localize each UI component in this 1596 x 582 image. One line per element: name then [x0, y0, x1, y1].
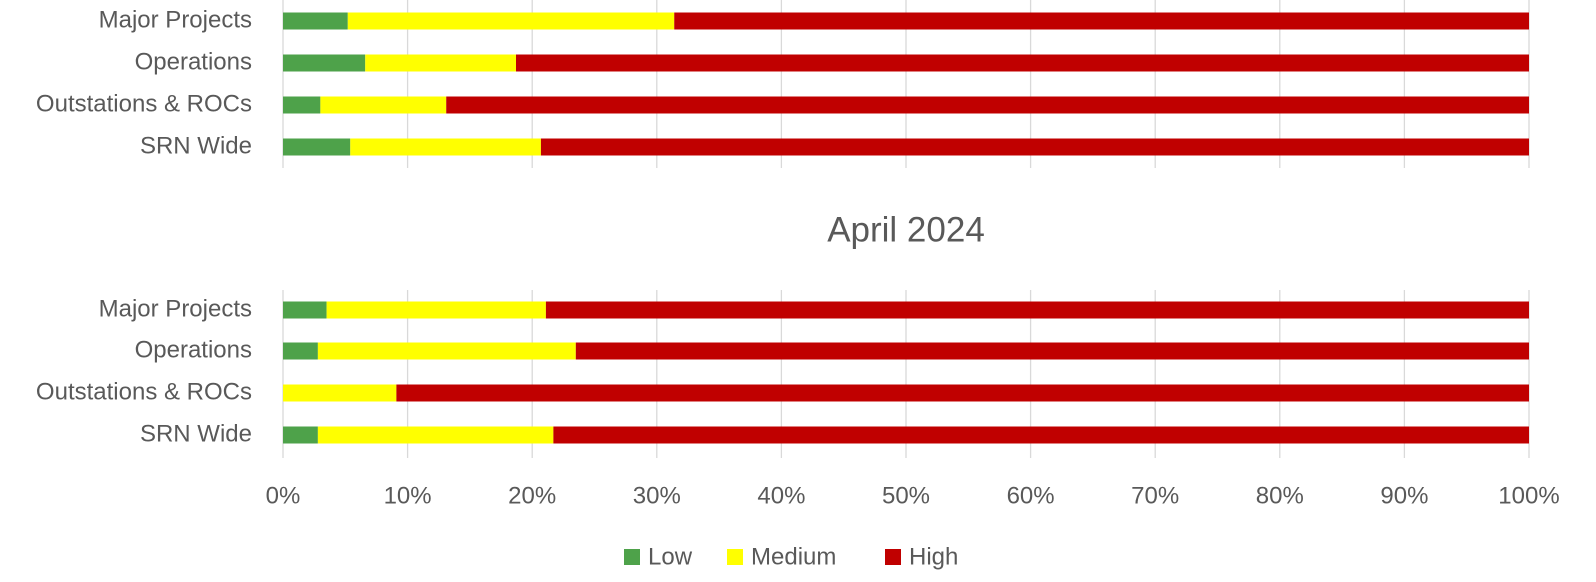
legend-label: Low — [648, 543, 693, 570]
x-tick-label: 20% — [508, 482, 556, 509]
category-label: Outstations & ROCs — [36, 90, 252, 117]
legend-swatch — [727, 549, 743, 565]
x-tick-label: 90% — [1380, 482, 1428, 509]
bar-segment — [283, 426, 318, 444]
bar-segment — [283, 12, 348, 30]
bar-segment — [283, 342, 318, 360]
bar-segment — [283, 301, 327, 319]
category-label: SRN Wide — [140, 420, 252, 447]
bar-segment — [553, 426, 1529, 444]
bar-segment — [545, 301, 1529, 319]
legend-swatch — [624, 549, 640, 565]
legend-label: Medium — [751, 543, 836, 570]
bar-segment — [283, 138, 351, 156]
bar-segment — [283, 96, 321, 114]
x-tick-label: 0% — [266, 482, 301, 509]
panel-title: April 2024 — [827, 210, 985, 249]
bar-segment — [674, 12, 1529, 30]
x-tick-label: 60% — [1007, 482, 1055, 509]
x-tick-label: 40% — [757, 482, 805, 509]
x-tick-label: 100% — [1498, 482, 1559, 509]
category-label: Operations — [135, 48, 252, 75]
bar-segment — [283, 384, 397, 402]
bar-segment — [317, 426, 554, 444]
category-label: SRN Wide — [140, 132, 252, 159]
x-tick-label: 10% — [384, 482, 432, 509]
bar-segment — [317, 342, 576, 360]
bar-segment — [540, 138, 1529, 156]
bar-segment — [326, 301, 546, 319]
bar-segment — [365, 54, 517, 72]
x-tick-label: 30% — [633, 482, 681, 509]
x-tick-label: 80% — [1256, 482, 1304, 509]
bar-segment — [396, 384, 1529, 402]
bar-segment — [320, 96, 447, 114]
x-tick-label: 70% — [1131, 482, 1179, 509]
bar-segment — [516, 54, 1529, 72]
legend-swatch — [885, 549, 901, 565]
bar-segment — [446, 96, 1529, 114]
category-label: Major Projects — [99, 6, 252, 33]
bar-segment — [575, 342, 1529, 360]
category-label: Outstations & ROCs — [36, 378, 252, 405]
bar-segment — [350, 138, 541, 156]
bar-segment — [283, 54, 366, 72]
bar-segment — [347, 12, 675, 30]
legend-label: High — [909, 543, 958, 570]
x-tick-label: 50% — [882, 482, 930, 509]
category-label: Major Projects — [99, 295, 252, 322]
category-label: Operations — [135, 336, 252, 363]
